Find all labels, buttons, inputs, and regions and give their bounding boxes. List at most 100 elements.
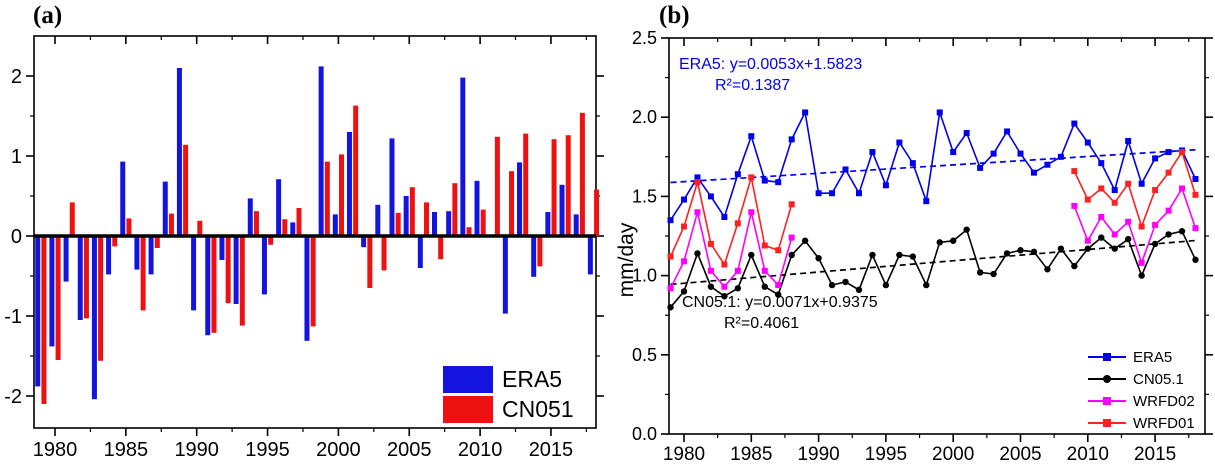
svg-text:1985: 1985 [104, 439, 149, 461]
bar-ERA5-2001 [346, 132, 352, 236]
bar-CN051-1989 [183, 144, 189, 236]
bar-ERA5-2003 [375, 204, 381, 236]
bar-CN051-2004 [395, 212, 401, 236]
bar-ERA5-1982 [77, 236, 83, 320]
svg-text:0: 0 [11, 226, 22, 248]
bar-CN051-2013 [523, 133, 529, 236]
bar-CN051-1984 [112, 236, 118, 247]
bar-CN051-1986 [140, 236, 146, 311]
era5-regression-annotation: ERA5: y=0.0053x+1.5823 R²=0.1387 [679, 54, 862, 96]
bar-ERA5-2018 [587, 236, 593, 275]
panel-a-legend: ERA5 CN051 [443, 366, 574, 426]
svg-text:2005: 2005 [387, 439, 432, 461]
svg-text:2: 2 [11, 66, 22, 88]
svg-text:1990: 1990 [797, 444, 839, 465]
bar-ERA5-2012 [502, 236, 508, 314]
svg-text:1.0: 1.0 [632, 266, 657, 286]
legend-item-cn051: CN051 [443, 396, 574, 423]
svg-text:-2: -2 [4, 386, 22, 408]
bar-ERA5-1984 [106, 236, 112, 275]
svg-text:2010: 2010 [458, 439, 503, 461]
bar-ERA5-2002 [361, 236, 367, 248]
legend-label: CN05.1 [1133, 370, 1184, 388]
legend-item-era5: ERA5 [1088, 346, 1195, 368]
svg-text:2000: 2000 [932, 444, 974, 465]
panel-b-legend: ERA5 CN05.1 WRFD02 WRFD01 [1088, 346, 1195, 434]
bar-ERA5-2005 [403, 196, 409, 236]
bar-CN051-1999 [324, 161, 330, 236]
bar-CN051-2018 [594, 189, 600, 236]
square-marker-icon [1103, 397, 1111, 405]
series-CN05.1 [667, 226, 1199, 311]
panel-b-chart: 1980 1985 1990 1995 2000 2005 2010 2015 0.0 0.5 1.… [632, 28, 1213, 465]
bar-ERA5-1997 [290, 222, 296, 236]
legend-label: ERA5 [1133, 348, 1173, 366]
svg-text:2005: 2005 [999, 444, 1041, 465]
axes: 1980 1985 1990 1995 2000 2005 2010 2015 0.0 0.5 1.… [632, 28, 1213, 465]
bar-CN051-2003 [381, 236, 387, 271]
svg-text:1980: 1980 [663, 444, 705, 465]
bar-CN051-2009 [466, 227, 472, 236]
bar-ERA5-1993 [233, 236, 239, 304]
bar-ERA5-2015 [545, 212, 551, 236]
bar-CN051-1997 [296, 208, 302, 236]
bar-CN051-1994 [253, 211, 259, 236]
bar-ERA5-2016 [559, 184, 565, 236]
bar-ERA5-1980 [49, 236, 55, 347]
bar-ERA5-1999 [318, 66, 324, 237]
bar-CN051-2014 [537, 236, 543, 267]
svg-text:1990: 1990 [174, 439, 219, 461]
svg-text:2015: 2015 [529, 439, 574, 461]
bar-ERA5-2008 [446, 211, 452, 236]
cn051-regression-annotation: CN05.1: y=0.0071x+0.9375 R²=0.4061 [682, 292, 878, 334]
bar-CN051-2015 [551, 139, 557, 236]
bar-CN051-2006 [424, 202, 430, 236]
bar-ERA5-2013 [517, 162, 523, 236]
bar-ERA5-1991 [205, 236, 211, 336]
bar-CN051-1979 [41, 236, 47, 404]
bar-CN051-1998 [310, 236, 316, 327]
svg-text:2015: 2015 [1134, 444, 1176, 465]
bar-ERA5-1987 [148, 236, 154, 275]
bar-CN051-2012 [509, 171, 515, 236]
bar-ERA5-2009 [460, 77, 466, 236]
svg-text:2010: 2010 [1067, 444, 1109, 465]
bar-CN051-1995 [268, 236, 274, 245]
bar-CN051-1996 [282, 219, 288, 236]
bar-ERA5-1998 [304, 236, 310, 341]
bar-CN051-1980 [55, 236, 61, 360]
bar-ERA5-2014 [531, 236, 537, 277]
svg-text:1980: 1980 [33, 439, 78, 461]
bar-ERA5-1994 [247, 198, 253, 236]
svg-text:1995: 1995 [865, 444, 907, 465]
wrfd01-line-sample [1088, 418, 1126, 428]
bar-ERA5-1985 [120, 161, 126, 236]
bar-ERA5-2017 [573, 214, 579, 236]
bar-ERA5-1981 [63, 236, 69, 282]
bar-ERA5-1983 [91, 236, 97, 400]
circle-marker-icon [1103, 375, 1111, 383]
bar-ERA5-1992 [219, 236, 225, 260]
panel-a-label: (a) [33, 2, 63, 29]
bar-ERA5-1979 [35, 236, 41, 387]
wrfd02-line-sample [1088, 396, 1126, 406]
svg-text:1: 1 [11, 146, 22, 168]
cn051-line-sample [1088, 374, 1126, 384]
panel-a-chart: 1980 1985 1990 1995 2000 2005 2010 2015 2 1 0 -1 -2 [4, 35, 604, 461]
panel-b-label: (b) [659, 2, 690, 29]
svg-text:0.0: 0.0 [632, 424, 657, 444]
bar-CN051-2002 [367, 236, 373, 288]
bar-ERA5-2000 [332, 214, 338, 236]
legend-item-era5: ERA5 [443, 366, 574, 393]
cn051-r-squared: R²=0.4061 [724, 315, 800, 332]
era5-r-squared: R²=0.1387 [715, 77, 791, 94]
legend-item-wrfd02: WRFD02 [1088, 390, 1195, 412]
legend-item-cn051: CN05.1 [1088, 368, 1195, 390]
bar-ERA5-1990 [191, 236, 197, 311]
bar-ERA5-2007 [431, 212, 437, 236]
bar-ERA5-2004 [389, 138, 395, 236]
bar-CN051-1985 [126, 218, 132, 236]
bar-CN051-1993 [239, 236, 245, 326]
bars [35, 66, 600, 404]
legend-item-wrfd01: WRFD01 [1088, 412, 1195, 434]
